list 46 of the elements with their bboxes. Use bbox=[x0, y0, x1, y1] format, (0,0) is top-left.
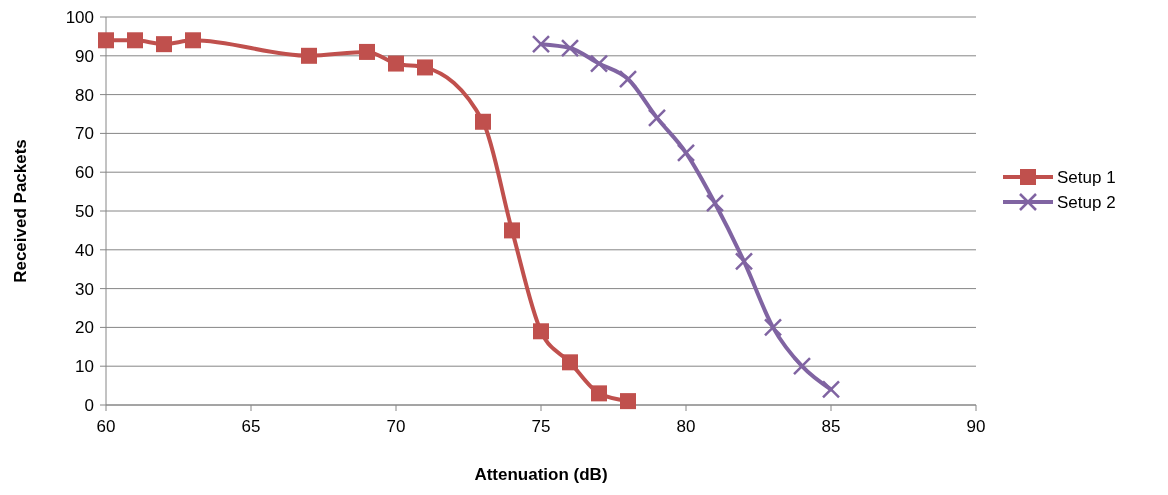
point bbox=[589, 54, 609, 73]
point bbox=[417, 59, 433, 76]
y-tick-label: 30 bbox=[75, 279, 94, 299]
point bbox=[676, 143, 696, 163]
y-tick-label: 50 bbox=[75, 202, 94, 221]
point bbox=[98, 32, 114, 49]
x-tick-label: 80 bbox=[676, 417, 696, 436]
x-tick-label: 70 bbox=[386, 417, 406, 436]
point bbox=[185, 32, 201, 49]
point bbox=[301, 47, 317, 64]
point bbox=[705, 193, 725, 213]
y-tick-label: 40 bbox=[75, 240, 94, 260]
point bbox=[156, 36, 172, 53]
x-tick-label: 65 bbox=[241, 417, 261, 436]
point bbox=[763, 318, 783, 337]
y-tick-label: 90 bbox=[75, 46, 94, 66]
point bbox=[475, 113, 491, 130]
legend-label: Setup 1 bbox=[1057, 168, 1116, 187]
y-axis-title: Received Packets bbox=[11, 139, 30, 283]
y-tick-label: 60 bbox=[75, 163, 94, 183]
point bbox=[388, 55, 404, 72]
y-tick-label: 0 bbox=[84, 396, 94, 415]
point bbox=[533, 323, 549, 340]
x-tick-label: 90 bbox=[966, 417, 986, 436]
point bbox=[618, 69, 638, 89]
y-tick-label: 70 bbox=[75, 124, 94, 144]
point bbox=[504, 222, 520, 239]
point bbox=[821, 380, 841, 399]
point bbox=[562, 354, 578, 371]
legend-label: Setup 2 bbox=[1057, 193, 1116, 212]
point bbox=[359, 43, 375, 60]
point bbox=[531, 34, 551, 54]
point bbox=[734, 252, 754, 271]
y-tick-label: 20 bbox=[75, 318, 94, 338]
x-tick-label: 75 bbox=[531, 417, 551, 436]
point bbox=[127, 32, 143, 49]
point bbox=[620, 393, 636, 410]
y-tick-label: 80 bbox=[75, 85, 94, 105]
point bbox=[647, 108, 667, 128]
point bbox=[591, 385, 607, 402]
y-tick-label: 100 bbox=[65, 8, 94, 27]
x-axis-title: Attenuation (dB) bbox=[474, 465, 608, 484]
x-tick-label: 60 bbox=[96, 417, 116, 436]
point bbox=[560, 38, 580, 58]
y-tick-label: 10 bbox=[75, 357, 94, 377]
x-tick-label: 85 bbox=[821, 417, 841, 436]
